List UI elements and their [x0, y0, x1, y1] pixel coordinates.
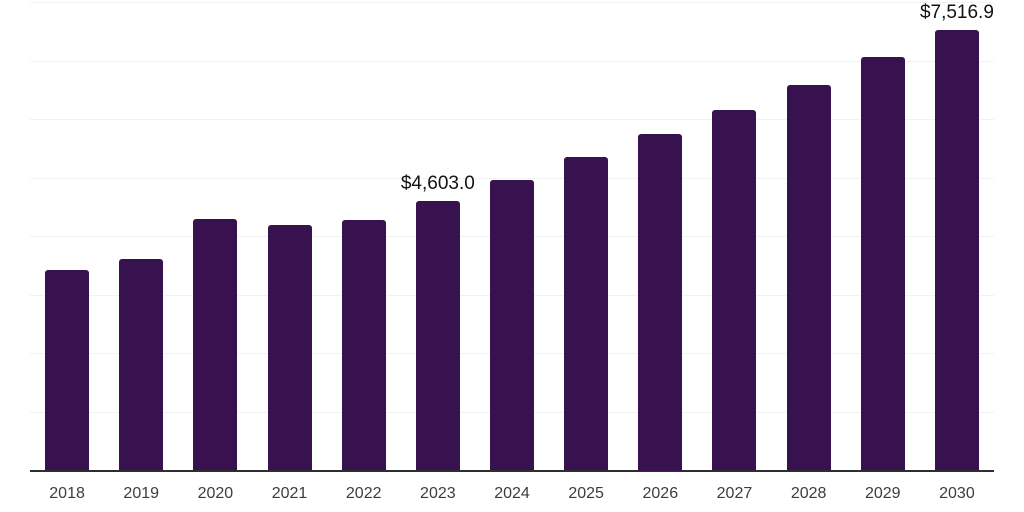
bar-2020[interactable] — [193, 219, 238, 471]
bar-2027[interactable] — [712, 110, 757, 471]
data-label-2023: $4,603.0 — [400, 172, 475, 194]
bar-2025[interactable] — [564, 156, 609, 471]
bar-2024[interactable] — [490, 180, 534, 471]
x-axis-line — [30, 470, 994, 472]
data-label-2030: $7,516.9 — [919, 2, 994, 24]
bar-2019[interactable] — [119, 259, 164, 471]
x-tick-label-2023: 2023 — [420, 485, 456, 502]
gridline — [30, 119, 994, 121]
bar-2022[interactable] — [341, 219, 386, 471]
bar-2029[interactable] — [860, 57, 905, 471]
x-tick-label-2029: 2029 — [864, 485, 901, 502]
bar-2018[interactable] — [45, 269, 90, 471]
bar-2028[interactable] — [786, 84, 831, 471]
x-tick-label-2019: 2019 — [123, 485, 160, 502]
x-tick-label-2018: 2018 — [49, 485, 85, 502]
x-tick-label-2021: 2021 — [271, 485, 308, 502]
gridline — [30, 177, 994, 179]
bar-2026[interactable] — [638, 133, 683, 471]
bar-2030[interactable] — [934, 30, 979, 471]
bar-2021[interactable] — [267, 225, 312, 471]
x-tick-label-2022: 2022 — [345, 485, 382, 502]
x-tick-label-2025: 2025 — [568, 485, 604, 502]
x-tick-label-2028: 2028 — [790, 485, 827, 502]
x-tick-label-2024: 2024 — [494, 485, 530, 502]
bar-2023[interactable] — [415, 200, 460, 471]
gridline — [30, 2, 994, 3]
x-tick-label-2027: 2027 — [716, 485, 753, 502]
x-tick-label-2020: 2020 — [197, 485, 234, 502]
x-tick-label-2026: 2026 — [642, 485, 679, 502]
gridline — [30, 60, 994, 62]
x-tick-label-2030: 2030 — [939, 485, 975, 502]
